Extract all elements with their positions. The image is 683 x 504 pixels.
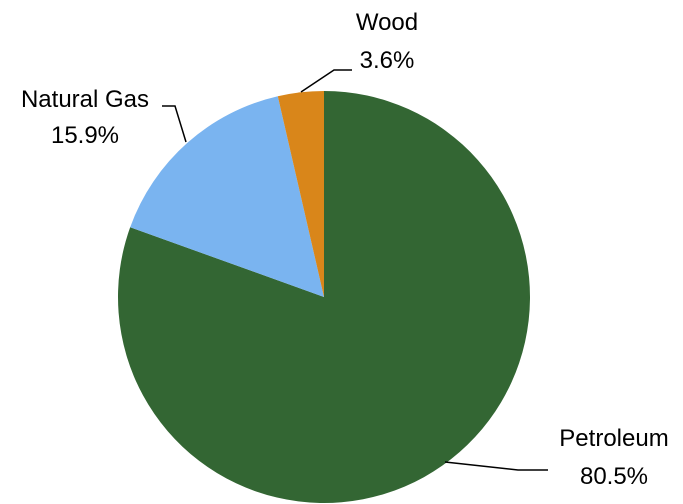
leader-line-natural-gas bbox=[162, 105, 187, 143]
slice-name-label-wood: Wood bbox=[356, 9, 418, 36]
pie-slices bbox=[117, 91, 531, 504]
slice-value-label-petroleum: 80.5% bbox=[580, 463, 648, 490]
pie-slice-natural-gas bbox=[130, 96, 324, 297]
slice-value-label-natural-gas: 15.9% bbox=[51, 122, 119, 149]
leader-line-wood bbox=[300, 69, 352, 93]
leader-line-petroleum bbox=[444, 461, 548, 471]
pie-slice-wood bbox=[277, 91, 324, 297]
slice-name-label-petroleum: Petroleum bbox=[559, 425, 668, 452]
slice-value-label-wood: 3.6% bbox=[360, 47, 415, 74]
pie-slice-petroleum bbox=[117, 91, 531, 504]
slice-name-label-natural-gas: Natural Gas bbox=[21, 86, 149, 113]
leader-lines bbox=[162, 69, 548, 471]
slice-labels: Petroleum 80.5% Natural Gas 15.9% Wood 3.6% bbox=[21, 9, 669, 490]
